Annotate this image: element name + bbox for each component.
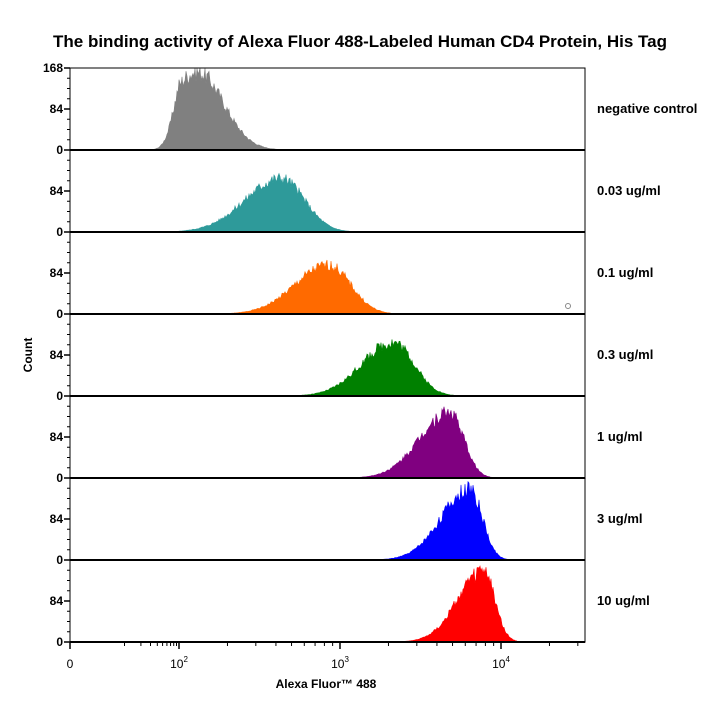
y-tick-label-0-2: 0 bbox=[56, 143, 63, 157]
x-axis-label: Alexa Fluor™ 488 bbox=[276, 677, 377, 691]
panel-5: 84 0 3 ug/ml bbox=[50, 477, 643, 567]
y-tick-label-6-0: 84 bbox=[50, 594, 64, 608]
x-tick-label-0: 0 bbox=[67, 657, 74, 671]
series-label-0: negative control bbox=[597, 101, 697, 116]
series-label-6: 10 ug/ml bbox=[597, 593, 650, 608]
y-tick-label-0-0: 168 bbox=[43, 61, 63, 75]
panel-6: 84 0 10 ug/ml bbox=[50, 559, 650, 649]
y-tick-label-1-0: 84 bbox=[50, 184, 64, 198]
panel-2: 84 0 0.1 ug/ml bbox=[50, 231, 653, 321]
y-tick-label-0-1: 84 bbox=[50, 102, 64, 116]
series-label-4: 1 ug/ml bbox=[597, 429, 643, 444]
histogram-1 bbox=[68, 172, 585, 233]
panel-frame-3 bbox=[69, 313, 586, 397]
y-tick-label-2-1: 0 bbox=[56, 307, 63, 321]
panels-group: 168 84 0 negative control 84 0 0.03 ug/ml 84 0 0.… bbox=[43, 61, 697, 649]
panel-frame-4 bbox=[69, 395, 586, 479]
y-tick-label-4-0: 84 bbox=[50, 430, 64, 444]
y-tick-label-5-1: 0 bbox=[56, 553, 63, 567]
histogram-5 bbox=[70, 480, 585, 561]
series-label-2: 0.1 ug/ml bbox=[597, 265, 653, 280]
marker-dot bbox=[565, 303, 571, 309]
panel-3: 84 0 0.3 ug/ml bbox=[50, 313, 653, 403]
histogram-6 bbox=[70, 565, 587, 643]
panel-0: 168 84 0 negative control bbox=[43, 61, 697, 157]
histogram-2 bbox=[70, 259, 585, 315]
x-tick-label-2: 103 bbox=[331, 655, 349, 671]
panel-4: 84 0 1 ug/ml bbox=[50, 395, 643, 485]
panel-1: 84 0 0.03 ug/ml bbox=[50, 149, 661, 239]
series-label-5: 3 ug/ml bbox=[597, 511, 643, 526]
y-tick-label-3-1: 0 bbox=[56, 389, 63, 403]
y-tick-label-1-1: 0 bbox=[56, 225, 63, 239]
panel-frame-5 bbox=[69, 477, 586, 561]
panel-frame-6 bbox=[69, 559, 586, 643]
series-label-1: 0.03 ug/ml bbox=[597, 183, 661, 198]
y-tick-label-4-1: 0 bbox=[56, 471, 63, 485]
y-tick-label-3-0: 84 bbox=[50, 348, 64, 362]
chart-title: The binding activity of Alexa Fluor 488-… bbox=[53, 32, 667, 51]
series-label-3: 0.3 ug/ml bbox=[597, 347, 653, 362]
histogram-4 bbox=[68, 406, 587, 479]
x-tick-label-3: 104 bbox=[492, 655, 510, 671]
histogram-0 bbox=[70, 67, 585, 151]
x-tick-label-1: 102 bbox=[170, 655, 188, 671]
panel-frame-1 bbox=[69, 149, 586, 233]
panel-frame-0 bbox=[69, 67, 586, 151]
y-tick-label-2-0: 84 bbox=[50, 266, 64, 280]
x-axis: 0 102 103 104 bbox=[67, 642, 579, 671]
y-tick-label-6-1: 0 bbox=[56, 635, 63, 649]
y-axis-label: Count bbox=[21, 338, 35, 373]
y-tick-label-5-0: 84 bbox=[50, 512, 64, 526]
histogram-3 bbox=[70, 339, 586, 397]
